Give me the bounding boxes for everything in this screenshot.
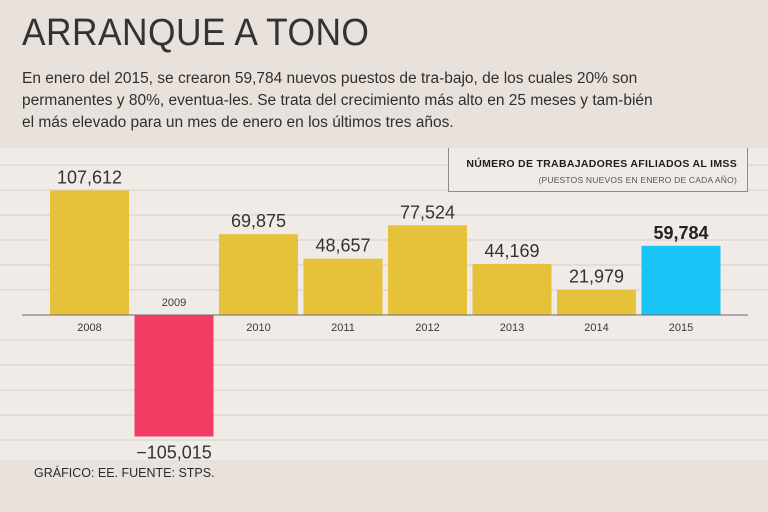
labels: 107,612 2008 −105,015 2009 69,875 2010 48,657 2… (57, 168, 709, 463)
bar-2009 (134, 315, 214, 437)
year-label-2012: 2012 (415, 322, 439, 334)
chart-legend: NÚMERO DE TRABAJADORES AFILIADOS AL IMSS… (448, 148, 748, 192)
bar-2015 (641, 245, 721, 315)
bars (50, 190, 721, 437)
value-label-2015: 59,784 (653, 223, 708, 243)
bar-2008 (50, 190, 129, 315)
year-label-2013: 2013 (500, 322, 524, 334)
year-label-2014: 2014 (584, 322, 608, 334)
year-label-2015: 2015 (669, 322, 693, 334)
year-label-2011: 2011 (331, 322, 355, 334)
bar-2013 (472, 263, 552, 315)
bar-2010 (219, 234, 298, 315)
bar-2011 (303, 258, 383, 315)
value-label-2011: 48,657 (315, 236, 370, 256)
value-label-2010: 69,875 (231, 211, 286, 231)
value-label-2014: 21,979 (569, 267, 624, 287)
year-label-2009: 2009 (162, 297, 186, 309)
chart-subtitle: (PUESTOS NUEVOS EN ENERO DE CADA AÑO) (538, 175, 737, 185)
value-label-2013: 44,169 (484, 241, 539, 261)
value-label-2012: 77,524 (400, 202, 455, 222)
chart-title: NÚMERO DE TRABAJADORES AFILIADOS AL IMSS (466, 158, 737, 170)
value-label-2008: 107,612 (57, 168, 122, 188)
bar-2014 (557, 289, 636, 315)
page-title: ARRANQUE A TONO (22, 12, 370, 54)
source-credit: GRÁFICO: EE. FUENTE: STPS. (34, 466, 215, 480)
year-label-2008: 2008 (77, 322, 101, 334)
intro-paragraph: En enero del 2015, se crearon 59,784 nue… (22, 70, 653, 131)
bar-2012 (388, 225, 467, 315)
year-label-2010: 2010 (246, 322, 270, 334)
value-label-2009: −105,015 (136, 443, 212, 463)
